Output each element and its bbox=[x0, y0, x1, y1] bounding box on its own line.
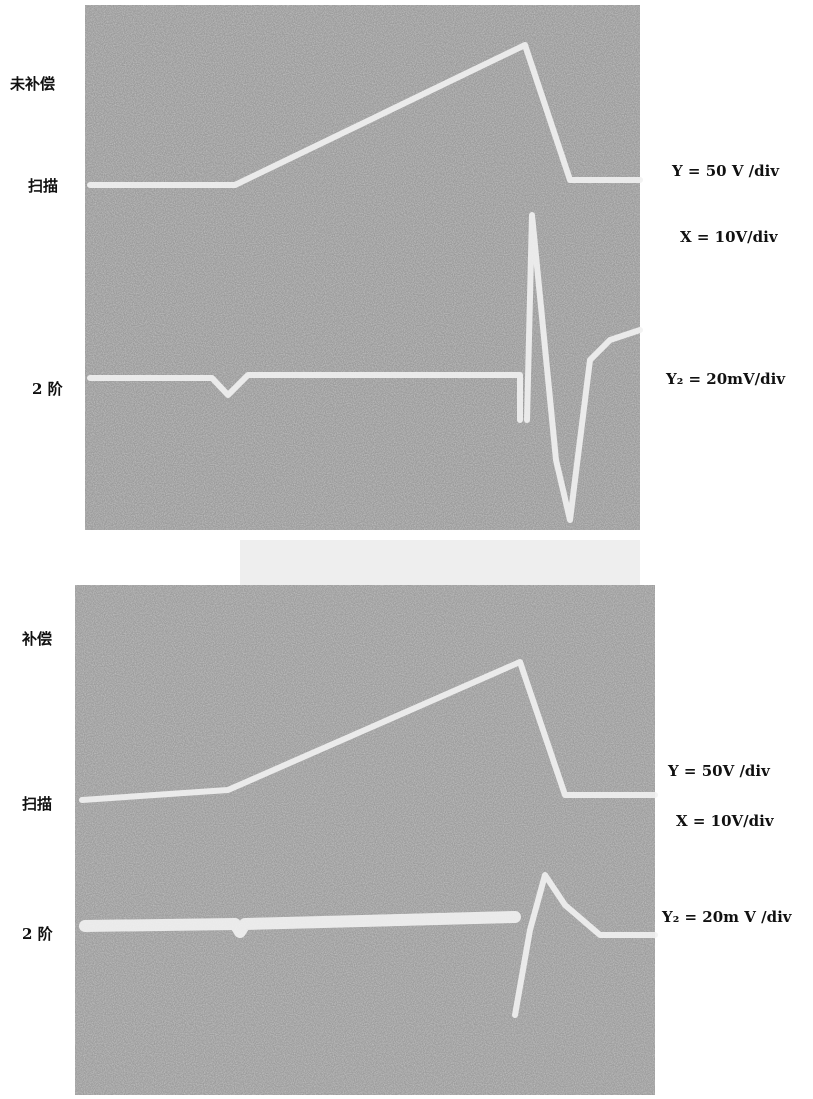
right-label: X = 10V/div bbox=[680, 228, 779, 246]
right-label: Y₂ = 20m V /div bbox=[661, 908, 793, 926]
scope-grain bbox=[75, 585, 655, 1095]
figure: 未补偿 扫描 2 阶 Y = 50 V /div X = 10V/div Y₂ … bbox=[0, 0, 813, 1099]
page: 未补偿 扫描 2 阶 Y = 50 V /div X = 10V/div Y₂ … bbox=[0, 0, 813, 1099]
strip bbox=[240, 540, 640, 585]
left-label: 补偿 bbox=[21, 630, 52, 648]
left-label: 2 阶 bbox=[32, 380, 64, 398]
left-label: 2 阶 bbox=[22, 925, 54, 943]
right-label: Y = 50V /div bbox=[667, 762, 771, 780]
right-label: X = 10V/div bbox=[676, 812, 775, 830]
left-label: 扫描 bbox=[22, 795, 52, 813]
right-label: Y₂ = 20mV/div bbox=[665, 370, 786, 388]
right-label: Y = 50 V /div bbox=[671, 162, 780, 180]
left-label: 扫描 bbox=[28, 177, 58, 195]
left-label: 未补偿 bbox=[9, 75, 55, 93]
